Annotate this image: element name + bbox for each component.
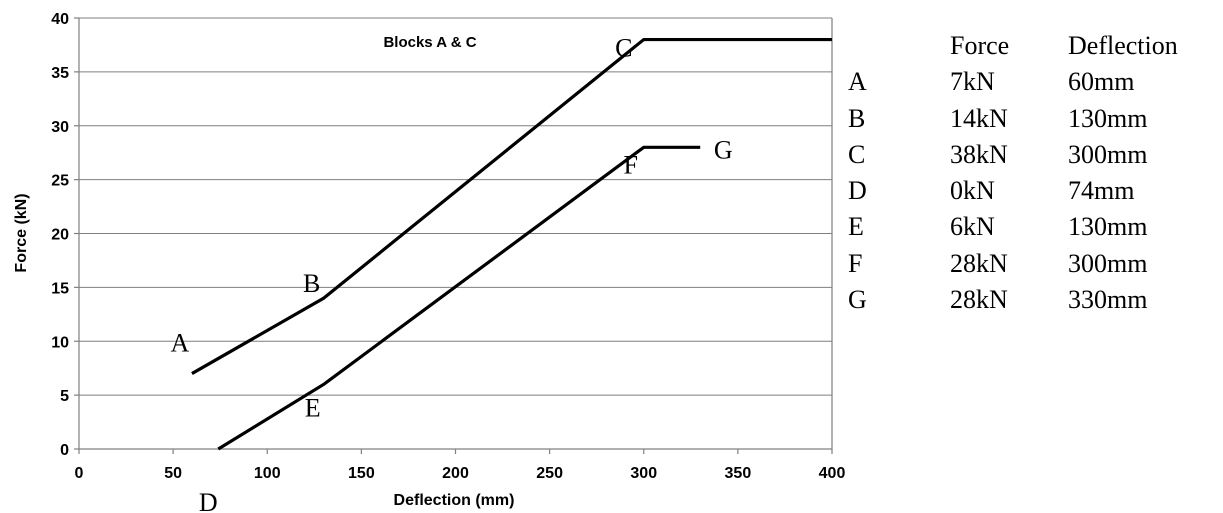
table-cell: 74mm [1068,176,1135,206]
table-row: D 0kN 74mm [848,173,1208,209]
table-row: F 28kN 300mm [848,246,1208,282]
table-cell: 28kN [950,285,1008,315]
table-cell: 130mm [1068,103,1148,133]
table-cell: B [848,103,866,133]
y-tick-label: 10 [51,334,69,351]
table-cell: 60mm [1068,67,1135,97]
point-label-b: B [303,269,320,298]
data-table: Force Deflection A 7kN 60mm B 14kN 130mm C 38kN… [848,28,1208,318]
table-cell: D [848,176,867,206]
table-cell: E [848,212,864,242]
table-cell: 130mm [1068,212,1148,242]
y-tick-label: 25 [51,173,69,190]
table-row: G 28kN 330mm [848,282,1208,318]
y-tick-label: 30 [51,119,69,136]
point-label-a: A [171,329,190,358]
table-cell: 28kN [950,248,1008,278]
table-row: B 14kN 130mm [848,101,1208,137]
x-tick-label: 50 [164,465,182,482]
x-tick-label: 0 [75,465,84,482]
table-cell: G [848,285,867,315]
y-tick-label: 20 [51,227,69,244]
table-header-cell: Deflection [1068,31,1178,60]
table-cell: 300mm [1068,139,1148,169]
point-label-f: F [624,150,638,179]
x-tick-label: 400 [819,465,846,482]
table-cell: 7kN [950,67,995,97]
chart-title: Blocks A & C [383,34,476,51]
table-row: A 7kN 60mm [848,64,1208,100]
table-row: C 38kN 300mm [848,137,1208,173]
table-header-row: Force Deflection [848,28,1208,64]
point-label-g: G [714,135,733,164]
y-axis-title: Force (kN) [13,193,30,272]
table-cell: A [848,67,867,97]
table-cell: C [848,139,866,169]
point-label-c: C [615,34,632,63]
x-tick-label: 300 [630,465,657,482]
series [191,37,832,451]
y-tick-label: 0 [60,442,69,459]
table-cell: 6kN [950,212,995,242]
y-tick-label: 5 [60,388,69,405]
table-cell: F [848,248,863,278]
table-cell: 38kN [950,139,1008,169]
series-line-1 [191,37,832,375]
table-cell: 14kN [950,103,1008,133]
x-tick-label: 100 [254,465,281,482]
point-label-e: E [305,393,321,422]
table-cell: 300mm [1068,248,1148,278]
x-axis-title: Deflection (mm) [394,492,515,509]
table-cell: 0kN [950,176,995,206]
table-cell: 330mm [1068,285,1148,315]
point-label-d: D [199,488,218,513]
y-tick-label: 15 [51,280,69,297]
x-tick-label: 250 [536,465,563,482]
y-tick-label: 40 [51,11,69,28]
table-row: E 6kN 130mm [848,209,1208,245]
table-header-cell [848,28,950,64]
x-tick-label: 200 [442,465,469,482]
y-tick-label: 35 [51,65,69,82]
x-tick-label: 350 [725,465,752,482]
series-line-2 [217,145,701,451]
point-labels: A B C D E F G [171,34,733,513]
axes [74,17,833,454]
gridlines [79,17,832,396]
table-header-cell: Force [950,31,1010,60]
x-tick-label: 150 [348,465,375,482]
